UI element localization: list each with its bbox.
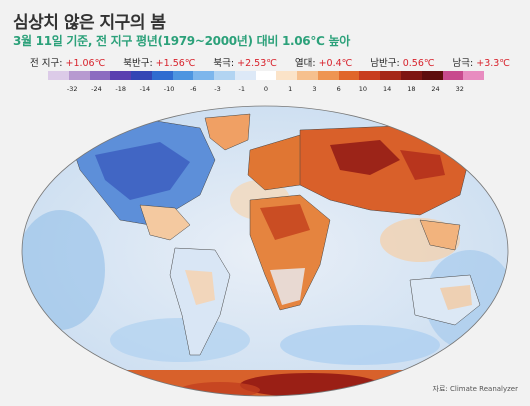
scale-swatch	[380, 71, 402, 80]
regional-stats: 전 지구: +1.06℃ 북반구: +1.56℃ 북극: +2.53℃ 열대: …	[30, 55, 510, 69]
scale-tick: -18	[115, 85, 126, 93]
scale-tick: -6	[190, 85, 197, 93]
scale-tick: -1	[238, 85, 246, 93]
scale-tick: 3	[312, 85, 317, 93]
scale-swatch	[442, 71, 464, 80]
stat-global: 전 지구: +1.06℃	[30, 58, 106, 69]
scale-swatch	[421, 71, 443, 80]
scale-swatch	[297, 71, 318, 80]
scale-tick: 6	[336, 85, 341, 93]
scale-swatch	[338, 71, 360, 80]
scale-swatch	[317, 71, 339, 80]
world-anomaly-map	[0, 100, 530, 402]
scale-swatch	[359, 71, 381, 80]
scale-swatch	[276, 71, 298, 80]
scale-swatch	[463, 71, 485, 80]
scale-tick: -10	[163, 85, 175, 93]
stat-arctic: 북극: +2.53℃	[213, 58, 277, 69]
scale-tick: -14	[139, 85, 151, 93]
stat-northern-hemisphere: 북반구: +1.56℃	[123, 58, 196, 69]
scale-swatch	[68, 71, 90, 80]
scale-swatch	[401, 71, 422, 80]
scale-tick: -32	[66, 85, 78, 93]
scale-tick: -3	[214, 85, 221, 93]
scale-tick: 18	[407, 85, 416, 93]
scale-swatch	[48, 71, 69, 80]
scale-swatch	[255, 71, 277, 80]
source-credit: 자료: Climate Reanalyzer	[432, 385, 518, 393]
scale-swatch	[172, 71, 194, 80]
scale-swatch	[214, 71, 235, 80]
page-title: 심상치 않은 지구의 봄	[13, 13, 166, 33]
scale-swatch	[89, 71, 111, 80]
scale-tick: -24	[91, 85, 102, 93]
color-scale-ticks: -32 -24 -18 -14 -10 -6 -3 -1 0 1 3 6 10 14 18 24 32	[48, 85, 484, 95]
stat-tropics: 열대: +0.4℃	[294, 58, 353, 69]
scale-swatch	[131, 71, 152, 80]
scale-tick: 0	[263, 85, 269, 93]
scale-swatch	[234, 71, 256, 80]
scale-tick: 1	[288, 85, 293, 93]
stat-southern-hemisphere: 남반구: 0.56℃	[370, 58, 435, 69]
scale-tick: 32	[455, 85, 464, 93]
page-subtitle: 3월 11일 기준, 전 지구 평년(1979~2000년) 대비 1.06℃ …	[13, 34, 350, 48]
stat-antarctic: 남극: +3.3℃	[452, 58, 510, 69]
scale-tick: 24	[431, 85, 440, 93]
scale-tick: 14	[382, 85, 392, 93]
scale-swatch	[193, 71, 215, 80]
scale-swatch	[151, 71, 173, 80]
scale-tick: 10	[358, 85, 368, 93]
color-scale-bar	[48, 71, 485, 82]
scale-swatch	[110, 71, 132, 80]
